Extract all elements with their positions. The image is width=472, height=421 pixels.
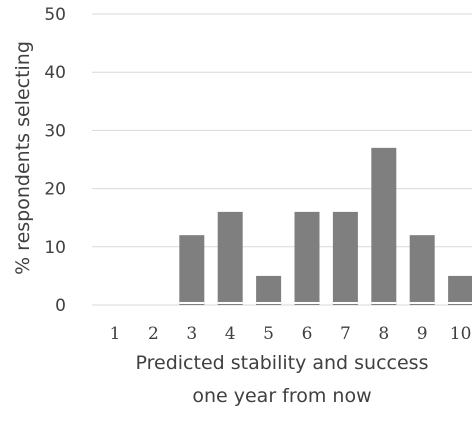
x-tick-label: 10	[450, 324, 472, 344]
y-tick-label: 0	[55, 296, 66, 316]
x-axis-title-line-2: one year from now	[192, 385, 371, 407]
x-tick-label: 8	[378, 324, 389, 344]
bars	[179, 147, 472, 305]
y-tick-label: 30	[44, 121, 66, 141]
x-tick-label: 6	[302, 324, 313, 344]
y-axis-title: % respondents selecting	[12, 41, 34, 275]
x-tick-label: 7	[340, 324, 351, 344]
x-tick-label: 2	[148, 324, 159, 344]
gridlines	[92, 13, 472, 306]
x-tick-label: 9	[417, 324, 428, 344]
x-axis-title-line-1: Predicted stability and success	[136, 352, 429, 374]
bar-9	[409, 235, 435, 305]
bar-7	[332, 211, 358, 305]
x-tick-label: 3	[186, 324, 197, 344]
bar-10	[448, 275, 472, 305]
x-tick-label: 1	[110, 324, 121, 344]
y-tick-label: 20	[44, 180, 66, 200]
y-tick-label: 50	[44, 5, 66, 25]
bar-6	[294, 211, 320, 305]
bar-3	[179, 235, 205, 305]
x-tick-labels: 1 2 3 4 5 6 7 8 9 10	[110, 324, 472, 344]
bar-5	[256, 275, 282, 305]
x-tick-label: 4	[225, 324, 236, 344]
y-tick-label: 40	[44, 63, 66, 83]
y-tick-label: 10	[44, 238, 66, 258]
bar-4	[217, 211, 243, 305]
bar-8	[371, 147, 397, 305]
x-tick-label: 5	[263, 324, 274, 344]
y-tick-labels: 0 10 20 30 40 50	[44, 5, 66, 316]
